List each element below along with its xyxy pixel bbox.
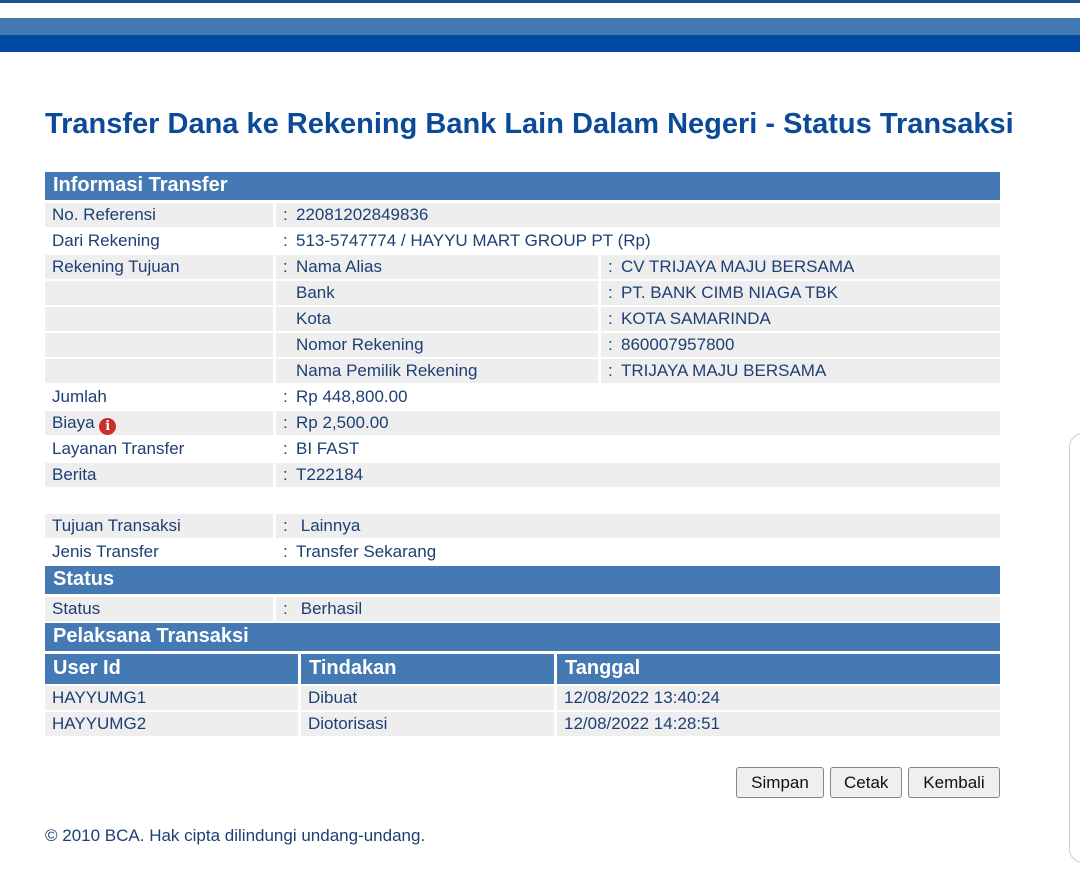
label: Tujuan Transaksi: [45, 514, 273, 538]
column-header-tanggal: Tanggal: [557, 654, 1000, 684]
sub-label-text: Nama Pemilik Rekening: [296, 361, 478, 380]
sub-value: : KOTA SAMARINDA: [601, 307, 1000, 331]
row-status: Status: Berhasil: [45, 597, 1000, 621]
sub-label: : Nama Alias: [276, 255, 598, 279]
sub-label: Nomor Rekening: [276, 333, 598, 357]
sub-label-text: Nama Alias: [296, 257, 382, 276]
value-text: Lainnya: [300, 516, 361, 535]
row-nomor-rekening: Nomor Rekening :860007957800: [45, 333, 1000, 357]
sub-value: : CV TRIJAYA MAJU BERSAMA: [601, 255, 1000, 279]
value: :513-5747774 / HAYYU MART GROUP PT (Rp): [283, 231, 651, 250]
sub-label-text: Kota: [296, 309, 331, 328]
row-dari-rekening: Dari Rekening :513-5747774 / HAYYU MART G…: [45, 229, 1000, 253]
row-biaya: Biaya i: Rp 2,500.00: [45, 411, 1000, 435]
label-text: Biaya: [52, 413, 95, 432]
value: : Transfer Sekarang: [283, 542, 437, 561]
tanggal: 12/08/2022 13:40:24: [557, 686, 1000, 710]
label: Jenis Transfer: [52, 542, 159, 561]
label: Biaya i: [45, 411, 273, 435]
row-tujuan-transaksi: Tujuan Transaksi: Lainnya: [45, 514, 1000, 538]
sub-value-text: CV TRIJAYA MAJU BERSAMA: [621, 257, 855, 276]
row-berita: Berita: T222184: [45, 463, 1000, 487]
row-no-referensi: No. Referensi:22081202849836: [45, 203, 1000, 227]
status-value: Berhasil: [300, 599, 363, 618]
row-jumlah: Jumlah : Rp 448,800.00: [45, 385, 1000, 409]
table-row: HAYYUMG1 Dibuat 12/08/2022 13:40:24: [45, 686, 1000, 710]
row-layanan: Layanan Transfer : BI FAST: [45, 437, 1000, 461]
sub-label: Bank: [276, 281, 598, 305]
sub-value: :860007957800: [601, 333, 1000, 357]
value-text: 22081202849836: [296, 205, 429, 224]
transfer-info-table: Informasi Transfer No. Referensi:2208120…: [45, 172, 1000, 738]
value-text: Rp 2,500.00: [296, 413, 389, 432]
value: :22081202849836: [276, 203, 1000, 227]
row-jenis-transfer: Jenis Transfer : Transfer Sekarang: [45, 540, 1000, 564]
empty: [45, 359, 273, 383]
label: Jumlah: [52, 387, 107, 406]
value-text: BI FAST: [296, 439, 360, 458]
tanggal: 12/08/2022 14:28:51: [557, 712, 1000, 736]
value-text: 513-5747774 / HAYYU MART GROUP PT (Rp): [296, 231, 651, 250]
label: Status: [45, 597, 273, 621]
sub-value-text: 860007957800: [621, 335, 735, 354]
sub-value: : TRIJAYA MAJU BERSAMA: [601, 359, 1000, 383]
user-id: HAYYUMG1: [45, 686, 298, 710]
sub-value-text: PT. BANK CIMB NIAGA TBK: [621, 283, 838, 302]
empty: [45, 333, 273, 357]
row-kota: Kota : KOTA SAMARINDA: [45, 307, 1000, 331]
row-rekening-tujuan: Rekening Tujuan: Nama Alias: CV TRIJAYA MA…: [45, 255, 1000, 279]
section-header-pelaksana: Pelaksana Transaksi: [45, 623, 1000, 651]
value: : BI FAST: [283, 439, 360, 458]
column-header-user-id: User Id: [45, 654, 298, 684]
header-band-dark: [0, 35, 1080, 52]
section-header-info: Informasi Transfer: [45, 172, 1000, 200]
empty: [45, 307, 273, 331]
table-row: HAYYUMG2 Diotorisasi 12/08/2022 14:28:51: [45, 712, 1000, 736]
label: Layanan Transfer: [52, 439, 185, 458]
tindakan: Diotorisasi: [301, 712, 554, 736]
label: Dari Rekening: [52, 231, 160, 250]
value: : T222184: [276, 463, 1000, 487]
value: : Berhasil: [276, 597, 1000, 621]
row-nama-pemilik: Nama Pemilik Rekening : TRIJAYA MAJU BERSA…: [45, 359, 1000, 383]
sub-value-text: TRIJAYA MAJU BERSAMA: [621, 361, 827, 380]
cetak-button[interactable]: Cetak: [830, 767, 902, 798]
label: No. Referensi: [45, 203, 273, 227]
empty: [45, 281, 273, 305]
pelaksana-column-headers: User Id Tindakan Tanggal: [45, 654, 1000, 684]
info-icon[interactable]: i: [99, 418, 117, 435]
label: Berita: [45, 463, 273, 487]
copyright-footer: © 2010 BCA. Hak cipta dilindungi undang-…: [45, 826, 426, 845]
section-header-status: Status: [45, 566, 1000, 594]
sub-label-text: Bank: [296, 283, 335, 302]
value: : Rp 448,800.00: [283, 387, 408, 406]
tindakan: Dibuat: [301, 686, 554, 710]
column-header-tindakan: Tindakan: [301, 654, 554, 684]
sub-value-text: KOTA SAMARINDA: [621, 309, 771, 328]
user-id: HAYYUMG2: [45, 712, 298, 736]
simpan-button[interactable]: Simpan: [736, 767, 824, 798]
value-text: T222184: [296, 465, 364, 484]
value: : Lainnya: [276, 514, 1000, 538]
side-scroll-handle[interactable]: [1069, 433, 1080, 863]
row-bank: Bank : PT. BANK CIMB NIAGA TBK: [45, 281, 1000, 305]
kembali-button[interactable]: Kembali: [908, 767, 1000, 798]
value-text: Transfer Sekarang: [296, 542, 437, 561]
value: : Rp 2,500.00: [276, 411, 1000, 435]
sub-label: Kota: [276, 307, 598, 331]
sub-label-text: Nomor Rekening: [296, 335, 424, 354]
action-buttons: Simpan Cetak Kembali: [736, 767, 1000, 798]
sub-value: : PT. BANK CIMB NIAGA TBK: [601, 281, 1000, 305]
value-text: Rp 448,800.00: [296, 387, 408, 406]
header-band-light: [0, 18, 1080, 35]
page-title: Transfer Dana ke Rekening Bank Lain Dala…: [45, 108, 1014, 140]
label: Rekening Tujuan: [45, 255, 273, 279]
top-line: [0, 0, 1080, 3]
sub-label: Nama Pemilik Rekening: [276, 359, 598, 383]
